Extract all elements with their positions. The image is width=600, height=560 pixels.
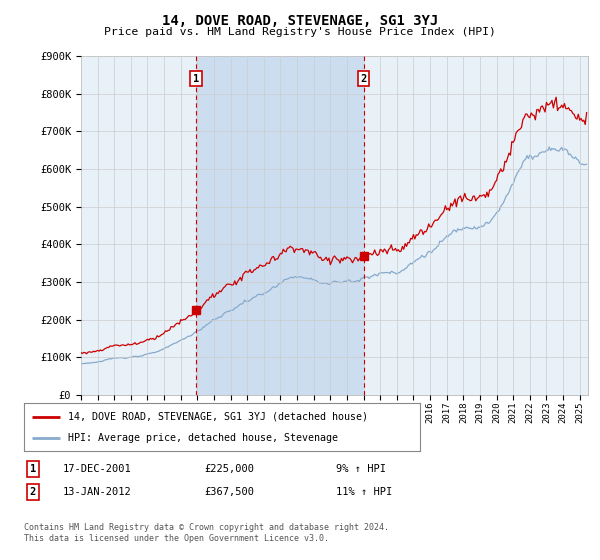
Text: 1: 1 xyxy=(30,464,36,474)
Text: 2: 2 xyxy=(30,487,36,497)
Bar xyxy=(196,56,364,395)
Text: 14, DOVE ROAD, STEVENAGE, SG1 3YJ: 14, DOVE ROAD, STEVENAGE, SG1 3YJ xyxy=(162,14,438,28)
Text: Price paid vs. HM Land Registry's House Price Index (HPI): Price paid vs. HM Land Registry's House … xyxy=(104,27,496,37)
Text: 13-JAN-2012: 13-JAN-2012 xyxy=(63,487,132,497)
Text: 17-DEC-2001: 17-DEC-2001 xyxy=(63,464,132,474)
Text: 1: 1 xyxy=(193,73,199,83)
Text: HPI: Average price, detached house, Stevenage: HPI: Average price, detached house, Stev… xyxy=(68,433,338,444)
Text: 2: 2 xyxy=(361,73,367,83)
Text: 14, DOVE ROAD, STEVENAGE, SG1 3YJ (detached house): 14, DOVE ROAD, STEVENAGE, SG1 3YJ (detac… xyxy=(68,412,368,422)
Text: 9% ↑ HPI: 9% ↑ HPI xyxy=(336,464,386,474)
Text: £367,500: £367,500 xyxy=(204,487,254,497)
Text: Contains HM Land Registry data © Crown copyright and database right 2024.
This d: Contains HM Land Registry data © Crown c… xyxy=(24,524,389,543)
Text: £225,000: £225,000 xyxy=(204,464,254,474)
Text: 11% ↑ HPI: 11% ↑ HPI xyxy=(336,487,392,497)
